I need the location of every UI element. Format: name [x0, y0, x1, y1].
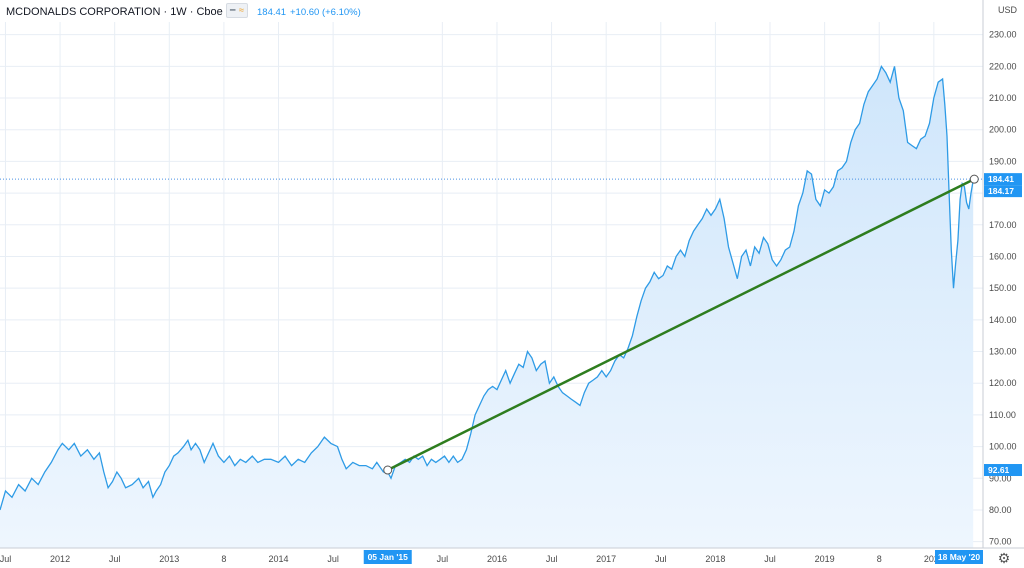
time-tick-label: Jul: [327, 554, 339, 564]
price-tag: [984, 464, 1022, 477]
price-tick-label: 100.00: [989, 442, 1017, 452]
price-tick-label: 150.00: [989, 283, 1017, 293]
time-tick-label: Jul: [546, 554, 558, 564]
price-tick-label: 120.00: [989, 378, 1017, 388]
trend-line-start-handle[interactable]: [383, 465, 393, 475]
price-tick-label: 220.00: [989, 61, 1017, 71]
price-tick-label: 170.00: [989, 220, 1017, 230]
price-tag-label: 184.17: [988, 186, 1014, 196]
time-tag: [363, 550, 412, 564]
price-tick-label: 190.00: [989, 156, 1017, 166]
time-tag-label: 18 May '20: [938, 552, 980, 562]
price-tick-label: 110.00: [989, 410, 1016, 420]
price-tick-label: 70.00: [989, 537, 1012, 547]
time-tick-label: Jul: [437, 554, 449, 564]
price-tag-label: 184.41: [988, 174, 1014, 184]
time-tick-label: 2019: [815, 554, 835, 564]
legend-controls[interactable]: ━ ≈: [226, 3, 248, 18]
time-tick-label: 2013: [159, 554, 179, 564]
price-tag: [984, 173, 1022, 186]
time-axis[interactable]: Jul 2012 Jul 2013 8 2014 Jul Jul 2016 Jul 2017 Jul 2…: [0, 554, 944, 564]
time-tick-label: Jul: [0, 554, 11, 564]
minus-icon[interactable]: ━: [230, 5, 236, 15]
last-price: 184.41: [257, 7, 286, 18]
time-tick-label: 2016: [487, 554, 507, 564]
time-tick-label: 8: [877, 554, 882, 564]
price-tag: [984, 185, 1022, 198]
trend-line-end-handle[interactable]: [969, 174, 979, 184]
currency-label: USD: [998, 5, 1018, 15]
price-tag-label: 92.61: [988, 465, 1010, 475]
price-tick-label: 160.00: [989, 251, 1017, 261]
price-series-line: [0, 64, 974, 511]
time-tick-label: 2012: [50, 554, 70, 564]
axis-tags: 184.41 184.17 92.61 05 Jan '15 18 May '20: [363, 173, 1022, 564]
price-change: +10.60 (+6.10%): [290, 7, 361, 18]
time-tick-label: 2017: [596, 554, 616, 564]
time-tick-label: 2014: [269, 554, 289, 564]
price-tick-label: 210.00: [989, 93, 1017, 103]
time-tick-label: 8: [221, 554, 226, 564]
time-tick-label: Jul: [655, 554, 667, 564]
time-tag: [935, 550, 983, 564]
price-area-fill: [0, 66, 974, 549]
symbol-title[interactable]: MCDONALDS CORPORATION · 1W · Cboe BZX: [6, 6, 248, 18]
time-tick-label: Jul: [109, 554, 121, 564]
price-tick-label: 140.00: [989, 315, 1017, 325]
price-tick-label: 230.00: [989, 30, 1017, 40]
price-tick-label: 90.00: [989, 473, 1012, 483]
trend-line[interactable]: [387, 178, 975, 472]
gear-icon[interactable]: ⚙: [997, 550, 1011, 566]
time-tick-label: Jul: [764, 554, 776, 564]
wave-icon[interactable]: ≈: [239, 5, 244, 15]
time-tick-label: 2018: [705, 554, 725, 564]
time-tag-label: 05 Jan '15: [368, 552, 409, 562]
price-tick-label: 130.00: [989, 347, 1017, 357]
price-tick-label: 80.00: [989, 505, 1012, 515]
price-tick-label: 200.00: [989, 125, 1017, 135]
time-tick-label: 2020: [924, 554, 944, 564]
